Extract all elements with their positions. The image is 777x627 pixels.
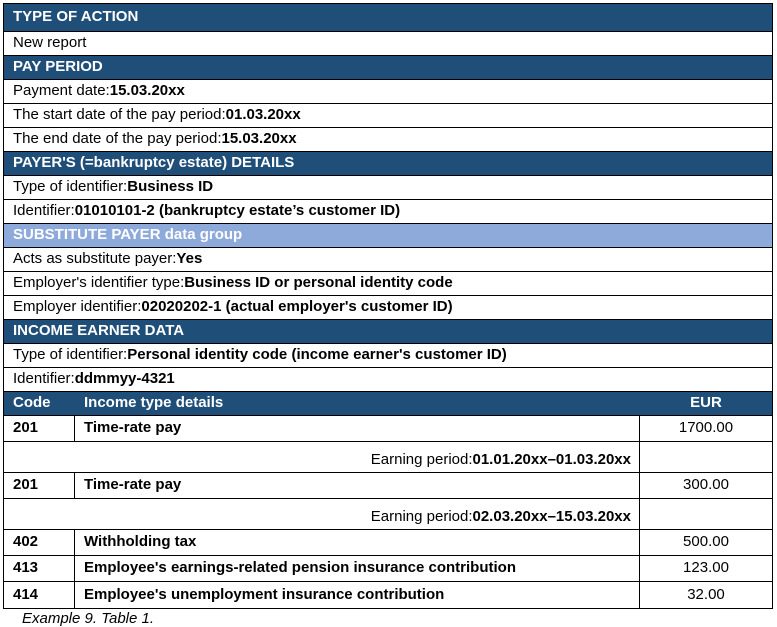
- table-caption: Example 9. Table 1.: [22, 610, 155, 627]
- field-row-employer-identifier-type: Employer's identifier type: Business ID …: [4, 272, 772, 296]
- income-details-cell: Employee's unemployment insurance contri…: [75, 582, 640, 608]
- field-value: Yes: [176, 250, 203, 268]
- subsection-header-label: SUBSTITUTE PAYER data group: [13, 226, 243, 244]
- field-label: Employer identifier:: [13, 298, 142, 316]
- income-details-cell: Withholding tax: [75, 530, 640, 555]
- earning-period-label: Earning period:: [370, 450, 473, 468]
- section-header-label: TYPE OF ACTION: [13, 8, 139, 26]
- income-code-cell: 414: [4, 582, 75, 608]
- field-value: 01.03.20xx: [225, 106, 301, 124]
- field-label: Identifier:: [13, 370, 75, 388]
- income-code-cell: 201: [4, 416, 75, 441]
- income-register-report-table: TYPE OF ACTION New report PAY PERIOD Pay…: [3, 3, 773, 609]
- field-row-payment-date: Payment date: 15.03.20xx: [4, 80, 772, 104]
- field-value: New report: [13, 34, 87, 52]
- field-row-employer-identifier: Employer identifier: 02020202-1 (actual …: [4, 296, 772, 320]
- income-row-413: 413 Employee's earnings-related pension …: [4, 556, 772, 582]
- field-label: Type of identifier:: [13, 346, 128, 364]
- field-row-pay-period-start: The start date of the pay period: 01.03.…: [4, 104, 772, 128]
- field-value: 01010101-2 (bankruptcy estate’s customer…: [74, 202, 401, 220]
- income-code-cell: 402: [4, 530, 75, 555]
- income-amount-cell: 300.00: [683, 476, 729, 494]
- income-row-201-b: 201 Time-rate pay 300.00: [4, 473, 772, 499]
- income-details-cell: Employee's earnings-related pension insu…: [75, 556, 640, 581]
- income-details-cell: Time-rate pay: [75, 473, 640, 498]
- field-row-acts-as-substitute: Acts as substitute payer: Yes: [4, 248, 772, 272]
- field-value: 15.03.20xx: [221, 130, 297, 148]
- section-header-pay-period: PAY PERIOD: [4, 56, 772, 80]
- section-header-type-of-action: TYPE OF ACTION: [4, 4, 772, 32]
- income-code-cell: 201: [4, 473, 75, 498]
- earning-period-value: 02.03.20xx–15.03.20xx: [472, 507, 632, 525]
- income-amount-cell: 1700.00: [678, 419, 734, 437]
- column-header-code: Code: [13, 394, 51, 412]
- section-header-payer-details: PAYER'S (=bankruptcy estate) DETAILS: [4, 152, 772, 176]
- field-label: Type of identifier:: [13, 178, 128, 196]
- field-label: Employer's identifier type:: [13, 274, 185, 292]
- section-header-label: INCOME EARNER DATA: [13, 322, 185, 340]
- earning-period-value: 01.01.20xx–01.03.20xx: [472, 450, 632, 468]
- field-value: Business ID or personal identity code: [184, 274, 453, 292]
- field-value: ddmmyy-4321: [74, 370, 175, 388]
- income-amount-cell: 123.00: [683, 559, 729, 577]
- column-header-income-type-details: Income type details: [84, 394, 224, 412]
- field-value: 15.03.20xx: [109, 82, 185, 100]
- field-row-action-type: New report: [4, 32, 772, 56]
- field-row-payer-identifier-type: Type of identifier: Business ID: [4, 176, 772, 200]
- section-header-label: PAY PERIOD: [13, 58, 103, 76]
- field-row-payer-identifier: Identifier: 01010101-2 (bankruptcy estate…: [4, 200, 772, 224]
- column-header-eur: EUR: [690, 394, 722, 412]
- field-label: Payment date:: [13, 82, 110, 100]
- field-row-pay-period-end: The end date of the pay period: 15.03.20…: [4, 128, 772, 152]
- field-label: The end date of the pay period:: [13, 130, 222, 148]
- income-amount-cell: 500.00: [683, 533, 729, 551]
- income-details-cell: Time-rate pay: [75, 416, 640, 441]
- field-label: The start date of the pay period:: [13, 106, 226, 124]
- income-row-201-a: 201 Time-rate pay 1700.00: [4, 416, 772, 442]
- earning-period-cell: Earning period: 02.03.20xx–15.03.20xx: [4, 499, 640, 529]
- field-label: Identifier:: [13, 202, 75, 220]
- field-row-earner-identifier-type: Type of identifier: Personal identity co…: [4, 344, 772, 368]
- field-value: Business ID: [127, 178, 214, 196]
- income-table-header-row: Code Income type details EUR: [4, 392, 772, 416]
- section-header-label: PAYER'S (=bankruptcy estate) DETAILS: [13, 154, 295, 172]
- earning-period-label: Earning period:: [370, 507, 473, 525]
- earning-period-cell: Earning period: 01.01.20xx–01.03.20xx: [4, 442, 640, 472]
- income-amount-cell: 32.00: [687, 585, 725, 603]
- field-row-earner-identifier: Identifier: ddmmyy-4321: [4, 368, 772, 392]
- earning-period-row-2: Earning period: 02.03.20xx–15.03.20xx: [4, 499, 772, 530]
- income-amount-cell-empty: [640, 499, 772, 529]
- section-header-income-earner: INCOME EARNER DATA: [4, 320, 772, 344]
- field-value: 02020202-1 (actual employer's customer I…: [141, 298, 453, 316]
- field-value: Personal identity code (income earner's …: [127, 346, 507, 364]
- income-code-cell: 413: [4, 556, 75, 581]
- income-row-402: 402 Withholding tax 500.00: [4, 530, 772, 556]
- earning-period-row-1: Earning period: 01.01.20xx–01.03.20xx: [4, 442, 772, 473]
- subsection-header-substitute-payer: SUBSTITUTE PAYER data group: [4, 224, 772, 248]
- income-row-414: 414 Employee's unemployment insurance co…: [4, 582, 772, 608]
- income-amount-cell-empty: [640, 442, 772, 472]
- field-label: Acts as substitute payer:: [13, 250, 177, 268]
